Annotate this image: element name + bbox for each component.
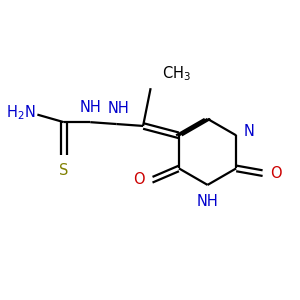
Text: O: O — [270, 166, 282, 181]
Text: O: O — [133, 172, 145, 187]
Text: NH: NH — [197, 194, 218, 209]
Text: NH: NH — [79, 100, 101, 115]
Text: CH$_3$: CH$_3$ — [162, 65, 191, 83]
Text: NH: NH — [108, 101, 129, 116]
Text: S: S — [59, 163, 68, 178]
Text: N: N — [244, 124, 255, 139]
Text: H$_2$N: H$_2$N — [6, 103, 35, 122]
